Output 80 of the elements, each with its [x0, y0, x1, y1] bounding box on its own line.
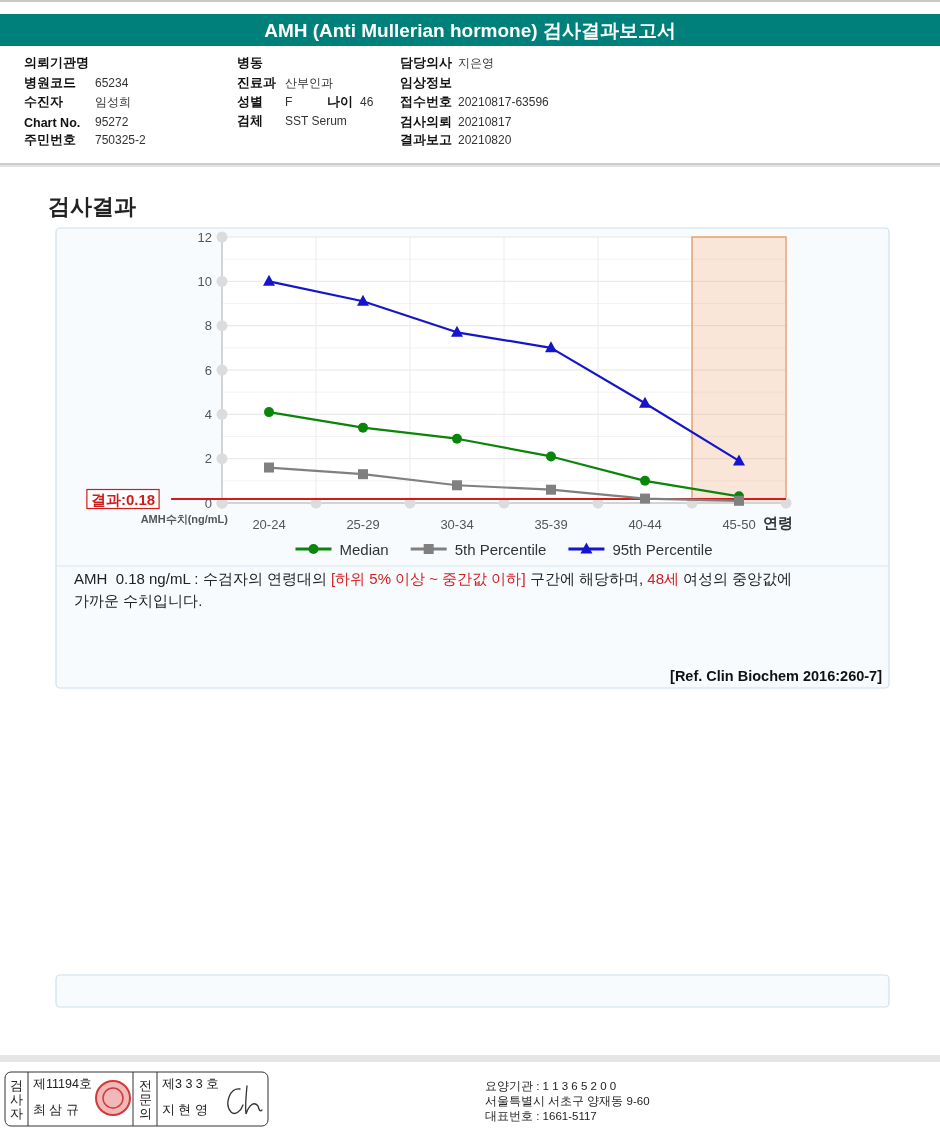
text: AMH 0.18 ng/mL : 수검자의 연령대의 — [74, 570, 327, 587]
legend-label: Median — [339, 540, 389, 558]
text: 구간에 해당하며, — [529, 570, 644, 587]
text: 여성의 중앙값에 — [683, 570, 793, 587]
text: 최 삼 규 — [33, 1103, 79, 1117]
text: 임성희 — [95, 95, 131, 109]
text: 지 현 영 — [162, 1103, 208, 1117]
point — [452, 480, 462, 491]
point — [639, 396, 651, 408]
text: 병동 — [237, 56, 263, 70]
x-tick-label: 25-29 — [346, 516, 380, 532]
point — [357, 294, 369, 306]
chart-title: AMH (Anti Mullerian hormone) 검사결과보고서 — [264, 19, 676, 41]
y-tick-label: 10 — [197, 273, 212, 289]
point — [264, 407, 274, 418]
text: 대표번호 : 1661-5117 — [485, 1110, 597, 1122]
text: 지은영 — [458, 56, 494, 70]
y-tick-label: 2 — [204, 451, 212, 467]
point — [263, 274, 275, 286]
text: 나이 — [327, 95, 353, 109]
text: 접수번호 — [400, 95, 452, 109]
text: 수진자 — [24, 95, 63, 109]
text: 46 — [360, 95, 374, 109]
chart-subtitle: 검사결과 — [48, 193, 136, 219]
point — [358, 422, 368, 433]
x-tick-label: 30-34 — [440, 516, 474, 532]
y-tick-label: 6 — [204, 362, 212, 378]
ref-line-label: 결과:0.18 — [90, 490, 156, 508]
x-tick-label: 45-50 — [722, 516, 756, 532]
x-tick-label: 40-44 — [628, 516, 662, 532]
text: 결과보고 — [400, 133, 452, 147]
point — [640, 475, 650, 486]
point — [546, 484, 556, 495]
x-tick-label: 35-39 — [534, 516, 568, 532]
text: 20210817-63596 — [458, 95, 550, 109]
text: Chart No. — [24, 116, 81, 130]
legend-label: 95th Percentile — [612, 540, 713, 558]
text: 750325-2 — [95, 133, 147, 147]
point — [733, 454, 745, 466]
text: 가까운 수치입니다. — [74, 592, 203, 609]
legend-label: 5th Percentile — [454, 540, 547, 558]
point — [451, 325, 463, 337]
text: 검체 — [237, 114, 263, 128]
text: 검사자 — [10, 1077, 23, 1121]
y-tick-label: 4 — [204, 406, 212, 422]
point — [452, 433, 462, 444]
text: F — [285, 95, 293, 109]
point — [545, 341, 557, 353]
point — [640, 493, 650, 504]
text: 제11194호 — [33, 1077, 92, 1091]
x-axis-title: 연령 — [763, 513, 793, 531]
text: 20210817 — [458, 115, 512, 129]
text: SST Serum — [285, 114, 347, 128]
text: 임상정보 — [400, 76, 452, 90]
point — [546, 451, 556, 462]
x-tick-label: 20-24 — [252, 516, 286, 532]
text: 담당의사 — [400, 56, 452, 70]
point — [358, 469, 368, 480]
text: 제3 3 3 호 — [162, 1077, 220, 1091]
text: 20210820 — [458, 133, 512, 147]
text: 성별 — [237, 95, 263, 109]
text: 진료과 — [237, 76, 276, 90]
point — [734, 495, 744, 506]
text: 요양기관 : 1 1 3 6 5 2 0 0 — [485, 1080, 617, 1092]
text: 산부인과 — [285, 76, 333, 90]
text: 의뢰기관명 — [24, 56, 89, 70]
text: 검사의뢰 — [400, 115, 452, 129]
text: [Ref. Clin Biochem 2016:260-7] — [670, 668, 883, 684]
text: [하위 5% 이상 ~ 중간값 이하] — [331, 570, 526, 587]
text: 전문의 — [138, 1077, 152, 1121]
y-axis-title: AMH수치(ng/mL) — [140, 513, 229, 525]
text: 95272 — [95, 115, 129, 129]
text: 주민번호 — [24, 133, 76, 147]
point — [264, 462, 274, 473]
text: 서울특별시 서초구 양재동 9-60 — [485, 1095, 650, 1107]
text: 65234 — [95, 76, 129, 90]
text: 48세 — [647, 570, 680, 587]
text: 병원코드 — [24, 76, 76, 90]
y-tick-label: 8 — [204, 318, 212, 334]
y-tick-label: 12 — [197, 229, 212, 245]
